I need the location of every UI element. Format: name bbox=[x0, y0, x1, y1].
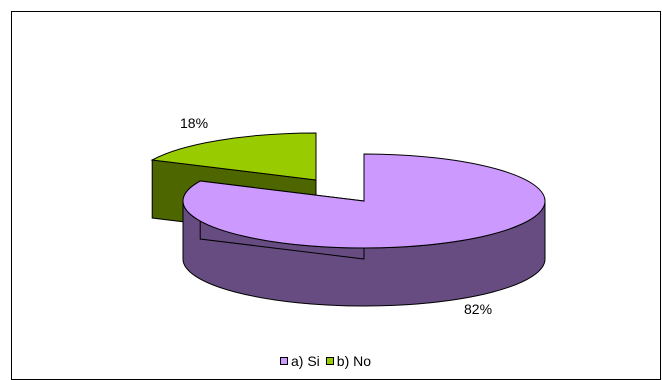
chart-area bbox=[11, 11, 661, 380]
legend: a) Si b) No bbox=[280, 353, 371, 369]
pie-slice-si bbox=[182, 153, 546, 307]
data-label-si: 82% bbox=[464, 301, 492, 317]
legend-item-si: a) Si bbox=[280, 353, 320, 369]
legend-swatch-si bbox=[280, 357, 288, 365]
legend-item-no: b) No bbox=[325, 353, 372, 369]
pie-slice-si-top bbox=[182, 153, 546, 249]
legend-label-no: b) No bbox=[336, 353, 372, 369]
legend-swatch-no bbox=[325, 357, 334, 365]
pie-slice-no-top bbox=[150, 132, 317, 181]
data-label-no: 18% bbox=[180, 115, 208, 131]
legend-label-si: a) Si bbox=[291, 353, 320, 369]
